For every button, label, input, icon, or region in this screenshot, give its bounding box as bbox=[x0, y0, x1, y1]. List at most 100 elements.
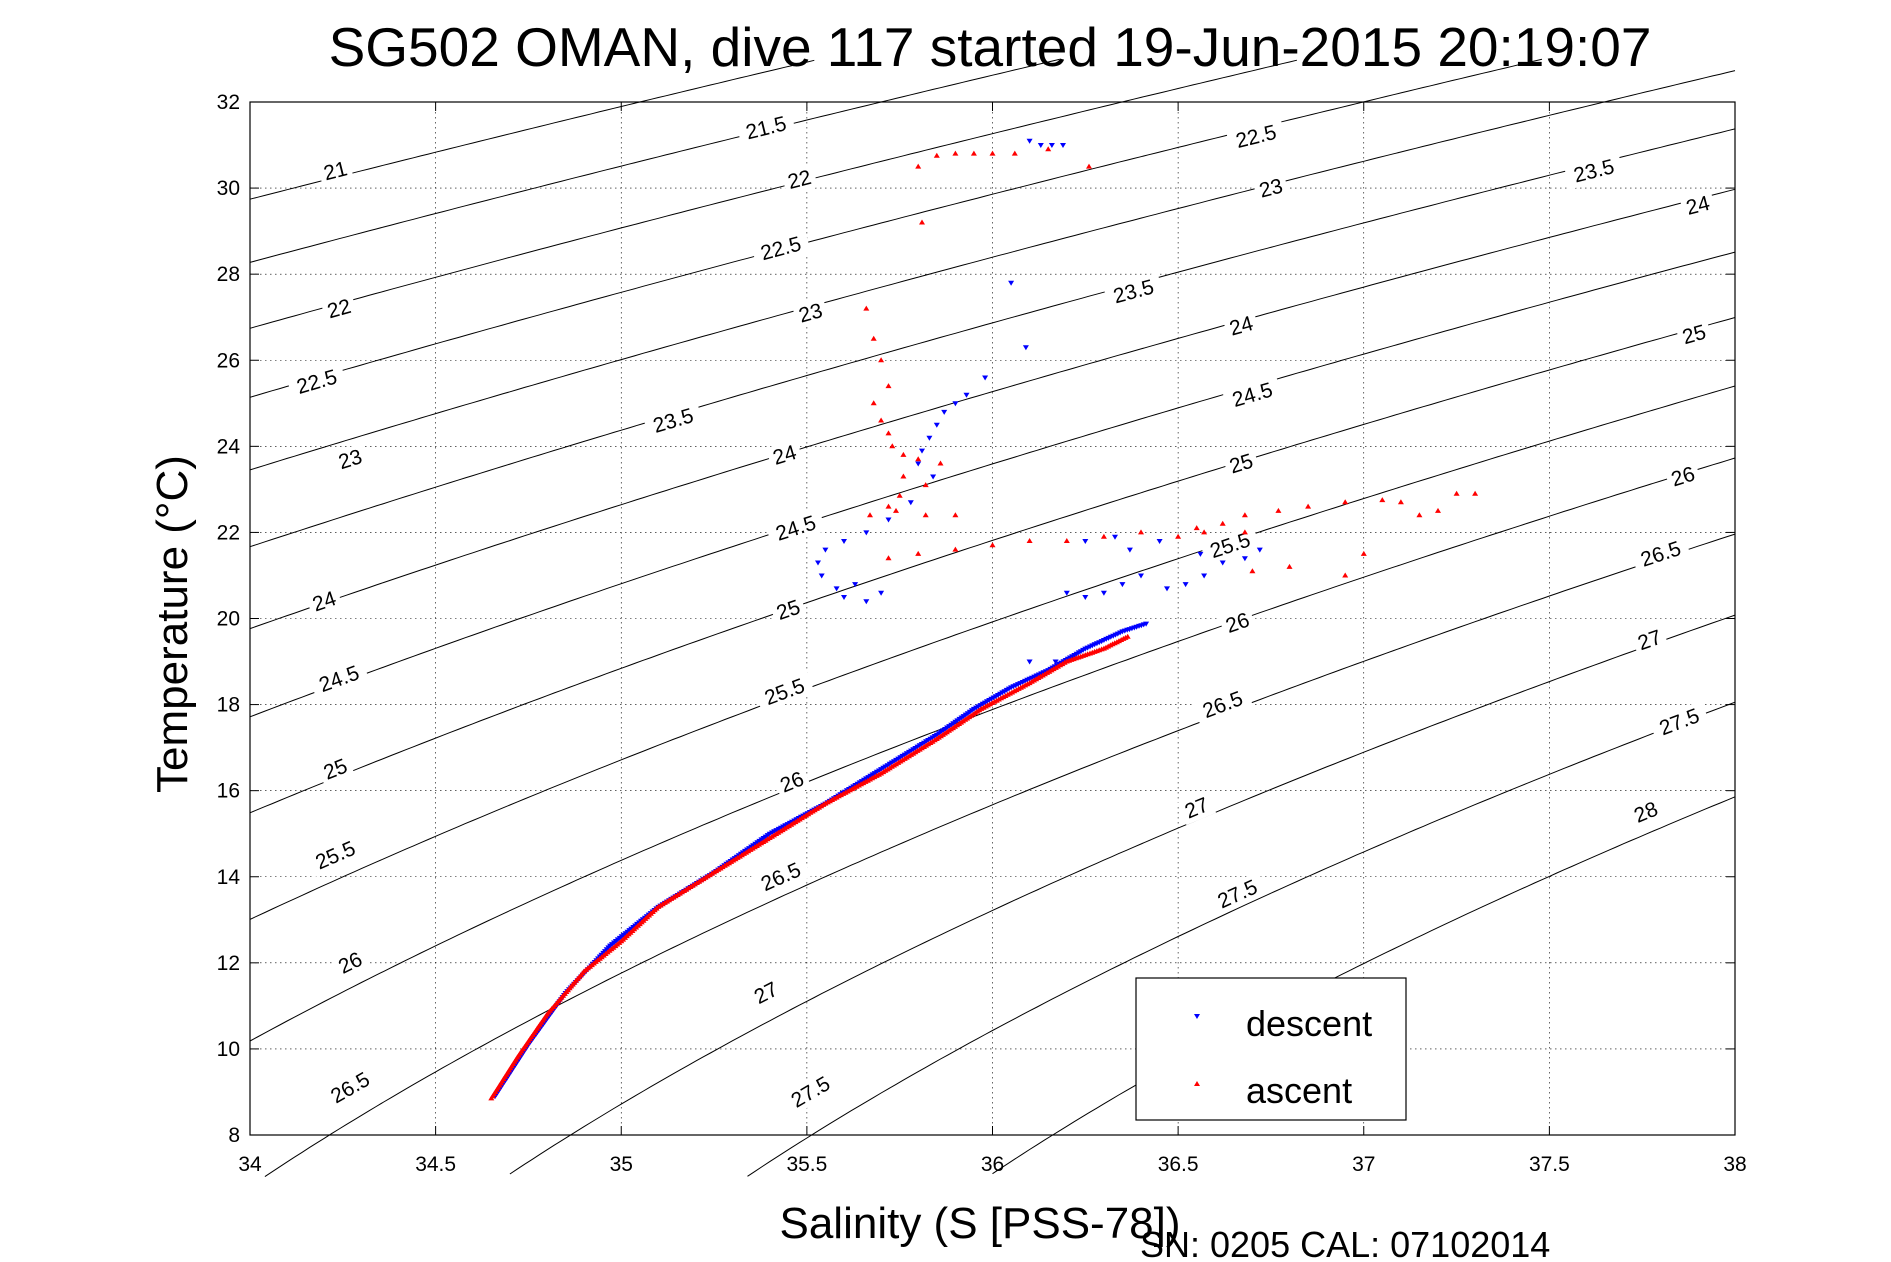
density-contour-line bbox=[992, 796, 1736, 1175]
data-point-ascent bbox=[915, 550, 922, 556]
density-contour-label-bg bbox=[1630, 533, 1692, 575]
y-tick-label: 28 bbox=[217, 263, 240, 286]
data-point-descent bbox=[1143, 621, 1150, 627]
data-point-descent bbox=[1164, 586, 1170, 592]
density-contour-label-bg bbox=[750, 854, 812, 900]
y-tick-label: 32 bbox=[217, 91, 240, 114]
density-contour-line bbox=[249, 58, 1060, 263]
data-point-ascent bbox=[1086, 163, 1092, 169]
density-contour-label: 22.5 bbox=[758, 232, 803, 265]
density-contour-line bbox=[747, 701, 1736, 1177]
density-contour-label-bg bbox=[1103, 272, 1164, 311]
data-point-ascent bbox=[878, 357, 885, 363]
density-contour-label-bg bbox=[1648, 700, 1710, 743]
density-contour-line bbox=[249, 58, 1543, 398]
data-point-descent bbox=[841, 539, 847, 544]
x-tick-label: 35.5 bbox=[786, 1153, 827, 1176]
density-contour-label-bg bbox=[316, 752, 355, 787]
density-contour-label-bg bbox=[1177, 790, 1217, 826]
data-point-ascent bbox=[1011, 150, 1018, 156]
density-contour-label-bg bbox=[642, 401, 704, 440]
legend-descent-marker bbox=[1194, 1014, 1200, 1019]
data-series bbox=[488, 138, 1479, 1101]
density-contour-label: 25.5 bbox=[312, 837, 359, 874]
density-contour-line bbox=[249, 385, 1736, 920]
density-contour-line bbox=[249, 70, 1736, 471]
data-point-descent bbox=[885, 517, 892, 523]
data-point-descent bbox=[1138, 573, 1144, 579]
density-contour-label: 27.5 bbox=[1214, 875, 1261, 913]
data-point-ascent bbox=[922, 482, 929, 488]
data-point-descent bbox=[841, 595, 847, 600]
data-point-ascent bbox=[1045, 146, 1052, 152]
data-point-ascent bbox=[989, 150, 996, 156]
data-point-ascent bbox=[1026, 538, 1033, 543]
data-point-descent bbox=[941, 409, 948, 415]
data-point-descent bbox=[1082, 539, 1089, 544]
density-contour-label: 23 bbox=[1257, 175, 1285, 203]
density-contour-label-bg bbox=[1218, 606, 1257, 640]
data-point-ascent bbox=[1219, 520, 1226, 526]
legend-descent-label: descent bbox=[1246, 1003, 1372, 1044]
x-tick-label: 37 bbox=[1352, 1153, 1375, 1176]
data-point-ascent bbox=[1201, 529, 1208, 535]
data-point-ascent bbox=[878, 417, 885, 423]
data-point-descent bbox=[1100, 590, 1107, 596]
density-contour-label: 24.5 bbox=[773, 511, 819, 545]
data-point-ascent bbox=[1286, 563, 1293, 569]
density-contour-line bbox=[509, 614, 1736, 1175]
density-contour-label-bg bbox=[331, 443, 370, 476]
density-contours bbox=[249, 58, 1736, 1178]
density-contour-label: 26.5 bbox=[1638, 537, 1684, 572]
data-point-descent bbox=[1156, 539, 1163, 544]
density-contour-label-bg bbox=[1199, 525, 1261, 566]
x-tick-label: 35 bbox=[610, 1153, 633, 1176]
data-point-ascent bbox=[1063, 538, 1070, 543]
data-point-descent bbox=[919, 448, 925, 454]
density-contour-line bbox=[249, 188, 1736, 630]
data-point-descent bbox=[818, 573, 825, 579]
data-point-descent bbox=[1082, 595, 1089, 600]
density-contour-label-bg bbox=[791, 297, 830, 329]
x-axis-label: Salinity (S [PSS-78]) bbox=[779, 1199, 1180, 1248]
density-contour-label: 27.5 bbox=[1656, 704, 1702, 740]
data-point-descent bbox=[982, 375, 989, 381]
data-point-descent bbox=[863, 530, 870, 536]
density-contour-label-bg bbox=[765, 508, 827, 549]
data-point-ascent bbox=[1241, 512, 1248, 518]
data-point-ascent bbox=[863, 305, 870, 311]
density-contour-label: 23.5 bbox=[1571, 155, 1616, 187]
density-contour-label-bg bbox=[1207, 871, 1268, 917]
data-point-ascent bbox=[1124, 633, 1131, 639]
data-point-ascent bbox=[1360, 550, 1367, 556]
density-contour-label-bg bbox=[319, 1063, 381, 1113]
data-point-ascent bbox=[889, 443, 896, 449]
data-point-descent bbox=[933, 422, 940, 428]
density-contour-label-bg bbox=[1563, 152, 1624, 190]
data-point-ascent bbox=[867, 512, 873, 518]
y-tick-label: 8 bbox=[228, 1124, 240, 1147]
density-contour-label-bg bbox=[1192, 683, 1254, 726]
density-contour-label-bg bbox=[320, 292, 358, 325]
y-tick-label: 30 bbox=[217, 177, 240, 200]
data-point-ascent bbox=[1379, 497, 1386, 503]
y-tick-label: 22 bbox=[217, 521, 240, 544]
data-point-ascent bbox=[900, 451, 907, 457]
density-contour-label: 22.5 bbox=[294, 366, 340, 399]
density-contour-label-bg bbox=[330, 944, 370, 981]
density-contour-label-bg bbox=[746, 974, 786, 1011]
data-point-descent bbox=[1126, 547, 1133, 553]
density-contour-label-bg bbox=[1675, 318, 1713, 351]
legend: descent ascent bbox=[1135, 977, 1407, 1121]
y-tick-label: 16 bbox=[217, 780, 240, 803]
series-ascent bbox=[488, 146, 1479, 1101]
data-point-ascent bbox=[933, 152, 940, 158]
data-point-descent bbox=[852, 582, 859, 588]
data-point-ascent bbox=[885, 555, 892, 561]
data-point-ascent bbox=[937, 460, 944, 466]
density-contour-label: 24.5 bbox=[1230, 378, 1276, 412]
data-point-ascent bbox=[952, 150, 959, 156]
data-point-descent bbox=[878, 590, 885, 596]
data-point-descent bbox=[915, 461, 922, 467]
